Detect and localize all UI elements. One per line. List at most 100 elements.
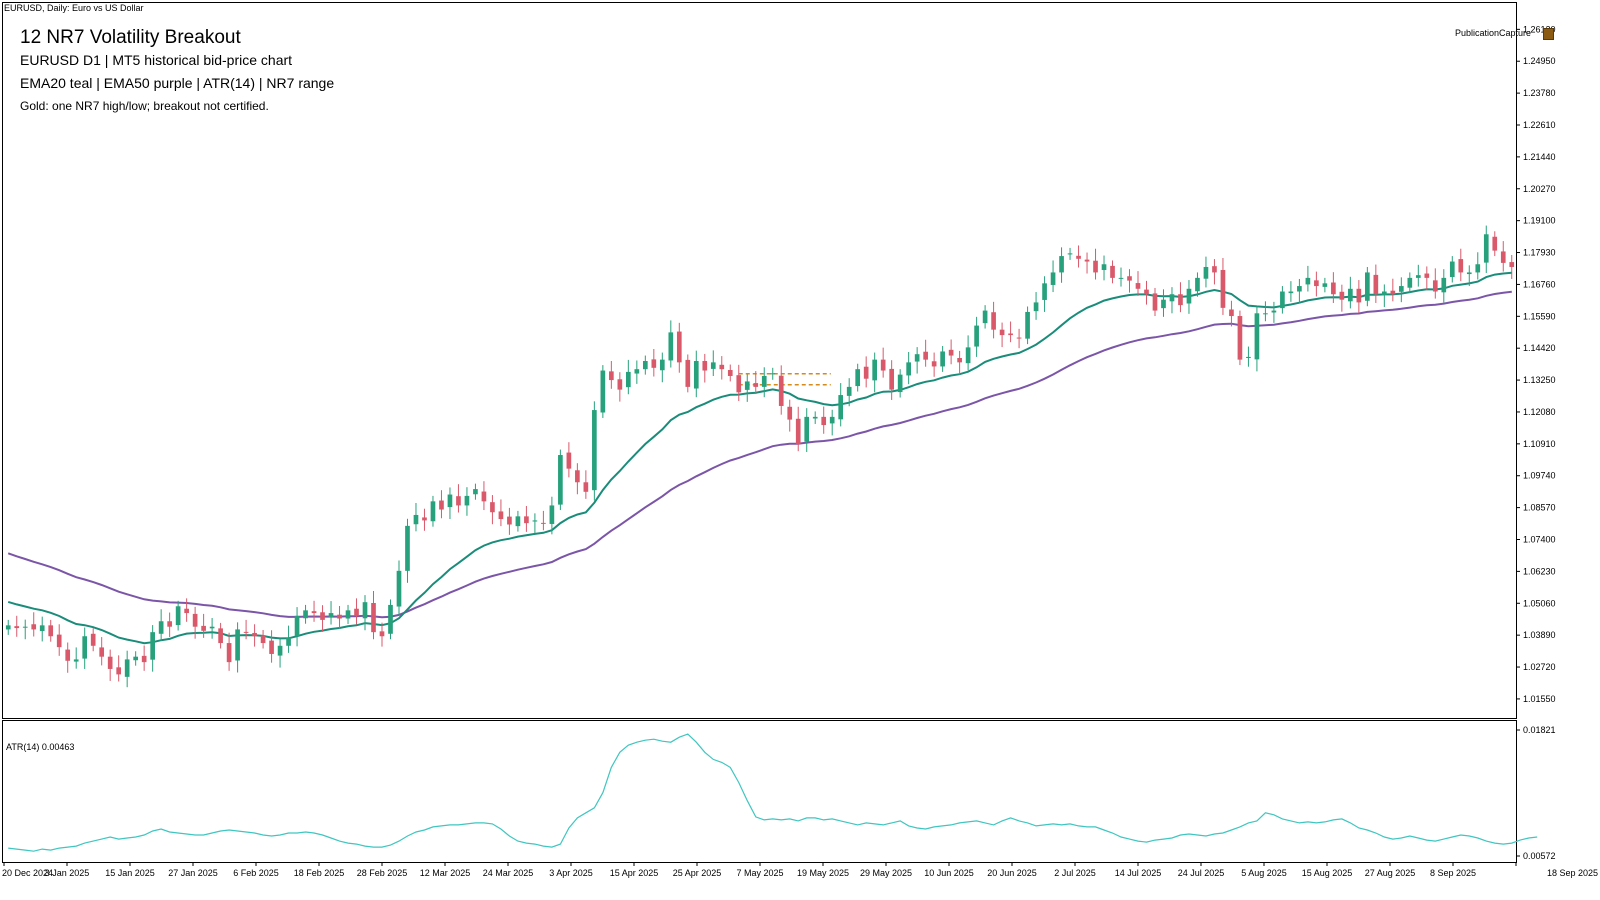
candle-body — [829, 416, 835, 424]
candle-body — [1356, 288, 1362, 303]
ema20-path — [7, 271, 1512, 645]
candle — [1229, 300, 1234, 327]
candle — [778, 365, 784, 415]
candle-body — [1441, 277, 1447, 293]
publication-capture-label[interactable]: PublicationCapture — [1455, 28, 1532, 38]
price-tick-label: 1.05060 — [1523, 598, 1556, 608]
candle-body — [235, 629, 240, 661]
candle — [642, 355, 648, 375]
candle-body — [651, 359, 657, 368]
candle — [422, 508, 427, 531]
candle — [685, 354, 691, 393]
candle-body — [812, 416, 818, 419]
candle — [1059, 247, 1064, 283]
candle — [1050, 260, 1056, 293]
candle-body — [558, 455, 563, 505]
candle-body — [507, 516, 512, 525]
candle-body — [1500, 251, 1506, 263]
candle — [999, 322, 1005, 348]
candle — [676, 322, 682, 373]
candle-body — [1271, 310, 1277, 313]
main-panel-border — [2, 2, 1517, 719]
candle-body — [795, 418, 801, 445]
candle — [515, 510, 521, 532]
candlestick-series — [5, 225, 1515, 688]
candle — [974, 316, 979, 357]
time-tick-label: 20 Jun 2025 — [987, 868, 1037, 878]
time-tick-label: 18 Feb 2025 — [294, 868, 345, 878]
candle — [277, 638, 283, 668]
candle — [1016, 328, 1022, 349]
candle — [549, 496, 555, 535]
candle — [931, 352, 937, 377]
candle-body — [1449, 261, 1455, 278]
candle — [923, 339, 928, 367]
candle-body — [931, 361, 937, 367]
time-tick-label: 14 Jul 2025 — [1115, 868, 1162, 878]
candle — [889, 360, 894, 400]
time-tick-label: 29 May 2025 — [860, 868, 912, 878]
candle — [1365, 266, 1370, 307]
price-tick-label: 1.22610 — [1523, 120, 1556, 130]
time-tick-label: 19 May 2025 — [797, 868, 849, 878]
candle-body — [65, 649, 71, 661]
candle-body — [1042, 283, 1047, 300]
candle-body — [863, 366, 869, 379]
candle — [218, 622, 223, 649]
time-tick-label: 20 Dec 2024 — [2, 868, 53, 878]
candle — [1475, 252, 1481, 280]
candle-body — [82, 636, 88, 659]
candle-body — [1398, 286, 1404, 292]
candle — [192, 606, 198, 639]
price-tick-label: 1.24950 — [1523, 56, 1556, 66]
candle-body — [243, 631, 249, 633]
candle — [1407, 272, 1413, 294]
time-tick-label: 27 Aug 2025 — [1365, 868, 1416, 878]
candle-body — [73, 659, 79, 662]
candle — [872, 352, 878, 393]
candle-body — [99, 647, 105, 657]
candle-body — [31, 624, 37, 630]
candle-body — [744, 381, 750, 390]
candle — [1195, 272, 1200, 297]
candle — [1076, 245, 1081, 268]
price-axis: 1.26120 1.24950 1.23780 1.22610 1.21440 1.202… — [1516, 24, 1556, 704]
candle — [948, 339, 954, 365]
candle — [838, 383, 844, 427]
candle-body — [320, 612, 325, 620]
folder-icon[interactable] — [1543, 28, 1554, 40]
candle-body — [498, 511, 504, 520]
atr-tick-label: 0.00572 — [1523, 851, 1556, 861]
atr-panel-label: ATR(14) 0.00463 — [6, 742, 75, 752]
candle — [1492, 231, 1498, 257]
candle — [821, 406, 827, 434]
candle — [982, 305, 988, 329]
candle-body — [1305, 277, 1311, 285]
candle — [693, 350, 699, 398]
candle-body — [413, 514, 419, 525]
candle — [710, 350, 716, 376]
candle-body — [1407, 277, 1413, 288]
candle-body — [566, 452, 572, 469]
candle — [863, 356, 869, 388]
time-tick-label: 15 Apr 2025 — [610, 868, 659, 878]
candle — [1280, 286, 1285, 314]
candle — [1500, 241, 1506, 272]
candle-body — [923, 351, 928, 360]
candle — [175, 600, 181, 631]
candle — [575, 463, 580, 495]
candle — [1483, 225, 1489, 273]
candle-body — [22, 626, 28, 628]
candle — [1178, 282, 1183, 313]
candle-body — [778, 375, 784, 406]
price-tick-label: 1.15590 — [1523, 311, 1556, 321]
chart-overlay-title: 12 NR7 Volatility Breakout — [20, 27, 241, 48]
candle-body — [872, 359, 878, 381]
candle-body — [549, 505, 555, 524]
candle — [1084, 252, 1090, 274]
candle-body — [999, 329, 1005, 336]
candle-body — [1220, 269, 1226, 308]
candle-body — [719, 364, 725, 370]
candle — [1314, 271, 1319, 297]
candle-body — [226, 643, 232, 663]
